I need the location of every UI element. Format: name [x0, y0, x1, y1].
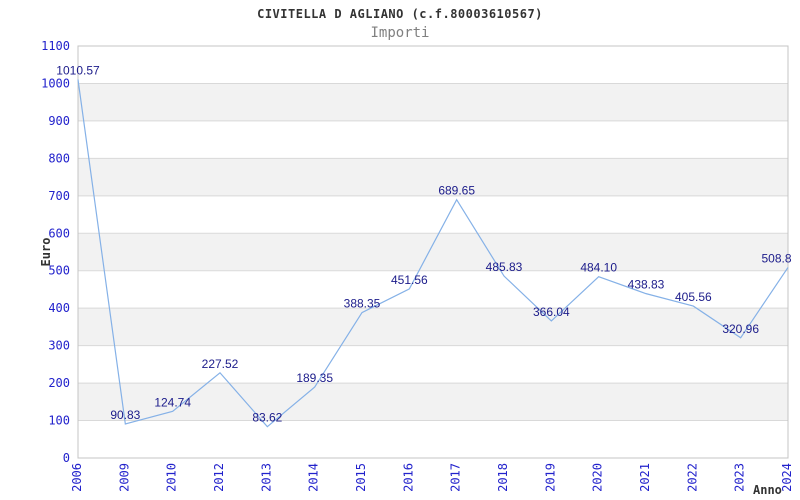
x-tick-label: 2016: [401, 463, 415, 492]
data-point-label: 485.83: [486, 260, 523, 274]
chart-subtitle: Importi: [370, 25, 430, 41]
x-tick-label: 2021: [638, 463, 652, 492]
x-tick-label: 2006: [70, 463, 84, 492]
plot-band: [78, 308, 788, 346]
y-tick-label: 100: [48, 414, 70, 428]
x-tick-label: 2024: [780, 463, 794, 492]
y-tick-label: 300: [48, 339, 70, 353]
y-tick-label: 0: [63, 451, 70, 465]
data-point-label: 189.35: [296, 371, 333, 385]
data-point-label: 1010.57: [56, 63, 100, 77]
x-tick-label: 2014: [307, 463, 321, 492]
x-tick-label: 2015: [354, 463, 368, 492]
data-point-label: 83.62: [252, 411, 282, 425]
x-tick-label: 2020: [591, 463, 605, 492]
data-point-label: 388.35: [344, 297, 381, 311]
data-point-label: 227.52: [202, 357, 239, 371]
y-tick-label: 1000: [41, 76, 70, 90]
data-point-label: 451.56: [391, 273, 428, 287]
data-line: [77, 79, 789, 428]
data-point-label: 320.96: [722, 322, 759, 336]
y-tick-label: 700: [48, 189, 70, 203]
x-tick-label: 2018: [496, 463, 510, 492]
y-tick-label: 1100: [41, 39, 70, 53]
x-tick-label: 2013: [259, 463, 273, 492]
data-point-label: 90.83: [110, 408, 140, 422]
x-tick-label: 2009: [117, 463, 131, 492]
x-tick-label: 2012: [212, 463, 226, 492]
data-point-label: 689.65: [438, 184, 475, 198]
y-tick-label: 600: [48, 226, 70, 240]
plot-border: [77, 45, 789, 459]
data-point-label: 124.74: [154, 395, 191, 409]
plot-band: [78, 233, 788, 271]
chart-title: CIVITELLA D AGLIANO (c.f.80003610567): [257, 7, 543, 21]
plot-band: [78, 383, 788, 421]
data-point-label: 484.10: [580, 261, 617, 275]
plot-band: [78, 158, 788, 196]
x-tick-label: 2017: [449, 463, 463, 492]
data-point-label: 366.04: [533, 305, 570, 319]
y-tick-label: 900: [48, 114, 70, 128]
y-tick-label: 800: [48, 151, 70, 165]
x-tick-label: 2010: [165, 463, 179, 492]
plot-band: [78, 83, 788, 121]
x-tick-label: 2022: [685, 463, 699, 492]
data-point-label: 508.8: [761, 251, 791, 265]
y-axis-title: Euro: [39, 237, 53, 267]
y-tick-label: 500: [48, 264, 70, 278]
x-tick-label: 2019: [543, 463, 557, 492]
y-tick-label: 200: [48, 376, 70, 390]
x-tick-label: 2023: [733, 463, 747, 492]
data-point-label: 405.56: [675, 290, 712, 304]
x-axis-title: Anno: [753, 483, 782, 497]
y-tick-label: 400: [48, 301, 70, 315]
data-point-label: 438.83: [628, 278, 665, 292]
